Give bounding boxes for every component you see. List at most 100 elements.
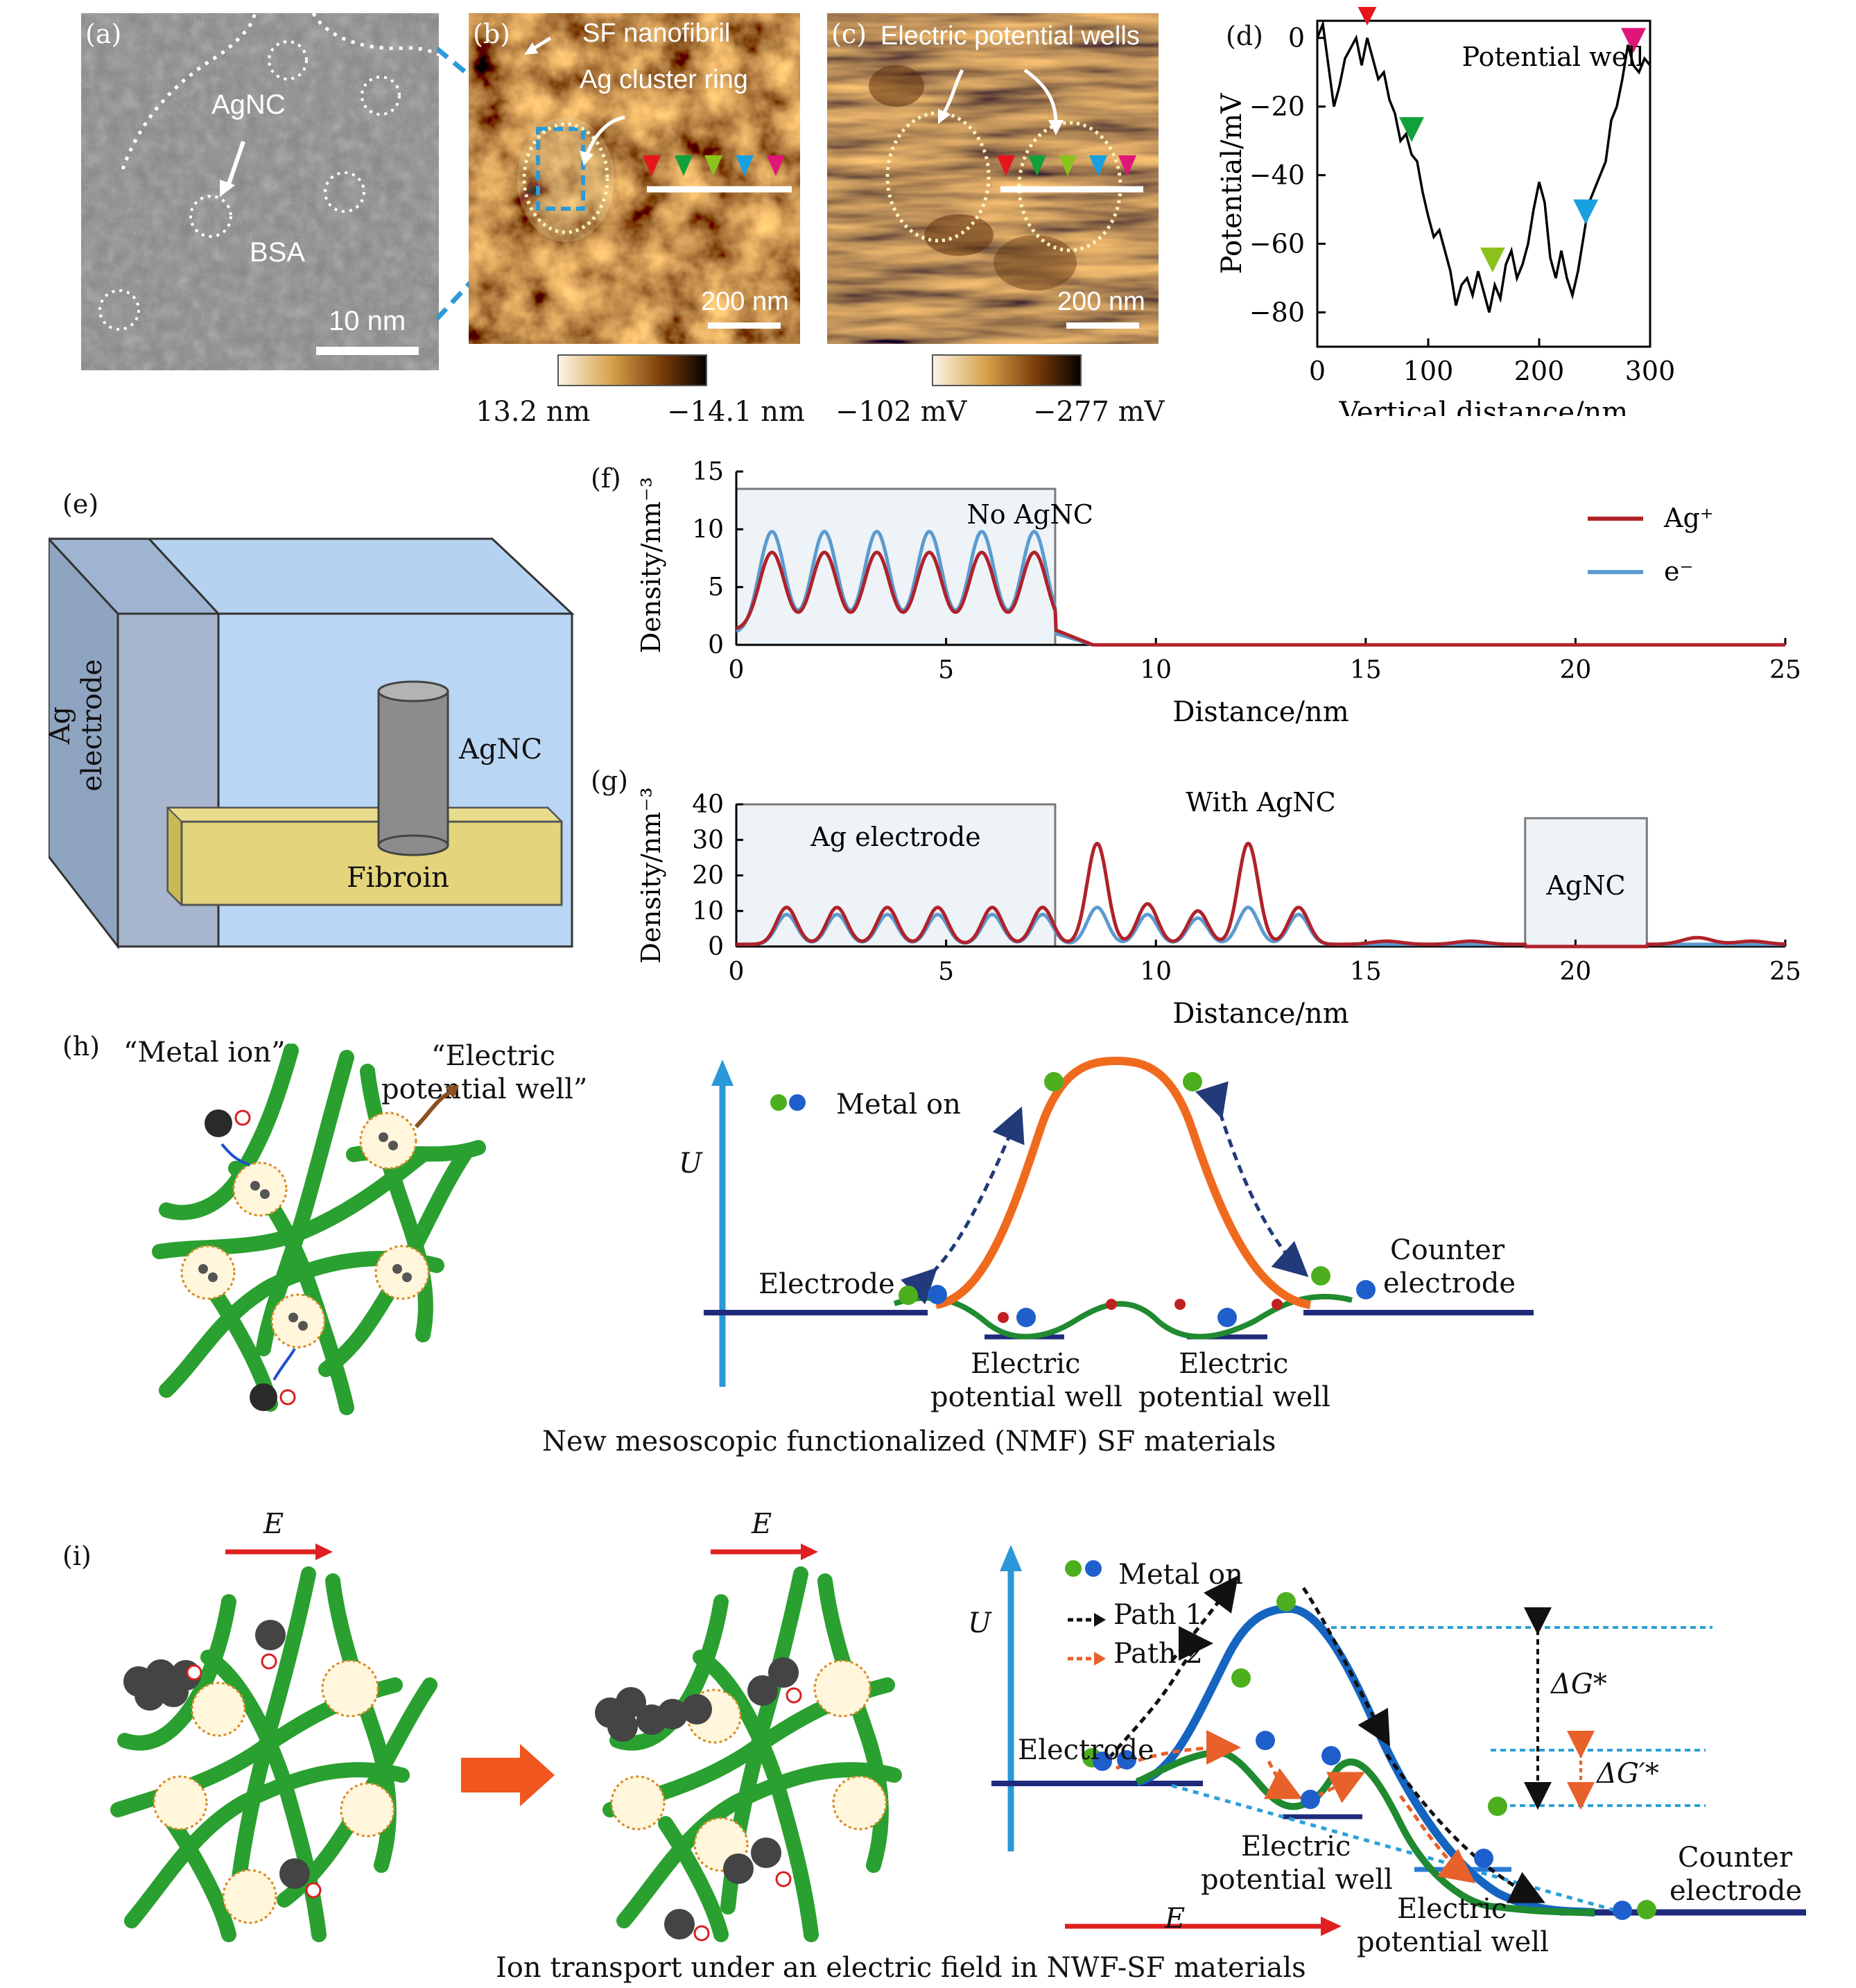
plot-frame: [1316, 19, 1651, 348]
agnc-cluster: [222, 1869, 277, 1924]
agnc-circle: [268, 40, 308, 80]
well2-label-1: Electric: [1397, 1893, 1507, 1925]
ag-electrode-label: Ag electrode: [44, 659, 108, 792]
panel-label-e: (e): [62, 489, 99, 519]
colorbar-b-min: 13.2 nm: [476, 396, 591, 428]
sf-nanofibril-label: SF nanofibril: [582, 19, 731, 48]
x-tick-label: 20: [1559, 958, 1591, 986]
caption-h: New mesoscopic functionalized (NMF) SF m…: [542, 1426, 1276, 1458]
y-tick-label: 10: [692, 897, 724, 926]
chart-title: With AgNC: [1186, 787, 1335, 818]
panel-label-h: (h): [62, 1031, 101, 1062]
arrow-icon: [938, 109, 951, 124]
agnc-circle: [189, 195, 232, 238]
y-tick-label: 30: [692, 826, 724, 854]
legend-path-2: Path 2: [1113, 1638, 1203, 1670]
panel-c-potential-image: [827, 13, 1159, 344]
colorbar-c: [932, 354, 1082, 386]
well2-label-1: Electric: [1179, 1348, 1289, 1380]
agnc-circle: [361, 76, 401, 116]
well2-label-2: potential well: [1138, 1381, 1330, 1413]
x-tick-label: 0: [729, 656, 745, 684]
x-tick-label: 25: [1769, 958, 1801, 986]
x-tick-label: 0: [1309, 356, 1326, 386]
agnc-cluster: [340, 1782, 395, 1838]
u-axis-label: U: [679, 1148, 702, 1179]
panel-label-b: (b): [473, 19, 510, 49]
agnc-cluster: [232, 1161, 288, 1217]
metal-ion: [250, 1383, 277, 1411]
caption-i: Ion transport under an electric field in…: [496, 1952, 1306, 1984]
agnc-circle: [324, 171, 365, 213]
barrier-curve: [935, 1056, 1312, 1309]
panel-c: (c) Electric potential wells 200 nm: [827, 13, 1159, 344]
arrow-icon: [580, 150, 593, 166]
agnc-circle: [98, 289, 140, 331]
y-tick-label: −60: [1249, 229, 1305, 259]
y-axis-label: Density/nm⁻³: [636, 787, 666, 963]
panel-label-d: (d): [1226, 21, 1263, 51]
potential-well-quote-2: potential well”: [381, 1073, 588, 1105]
fibroin-label: Fibroin: [347, 862, 449, 894]
electrode-label: Electrode: [1018, 1734, 1154, 1766]
arrow-icon: [220, 180, 235, 197]
x-tick-label: 10: [1140, 958, 1172, 986]
agnc-cluster: [359, 1112, 417, 1170]
marker-triangle: [1399, 116, 1424, 142]
chart-f: 0 5 10 15 20 25 0 5 10 15 No AgNC Ag⁺ e⁻ Distance/nm D…: [636, 458, 1801, 728]
field-arrow-icon: [801, 1544, 818, 1560]
potential-well-annotation: Potential well: [1462, 42, 1645, 72]
panel-h-network: [152, 1044, 486, 1415]
x-tick-label: 5: [938, 656, 954, 684]
density-line-ag: [736, 551, 1785, 647]
colorbar-c-max: −277 mV: [1033, 396, 1165, 428]
scale-label: 10 nm: [329, 306, 406, 336]
colorbar-b-max: −14.1 nm: [667, 396, 805, 428]
colorbar-b: [557, 354, 707, 386]
panel-b: (b) SF nanofibril Ag cluster ring 200 nm: [469, 13, 800, 344]
x-tick-label: 0: [729, 958, 745, 986]
panel-i-networks: [110, 1544, 902, 1942]
agnc-cluster: [270, 1293, 326, 1349]
agnc-box-label: AgNC: [1545, 870, 1625, 901]
metal-ion-label: “Metal ion”: [123, 1037, 286, 1069]
density-line-ag: [736, 841, 1786, 949]
scale-label: 200 nm: [1057, 287, 1145, 316]
legend-ag-label: Ag⁺: [1663, 503, 1714, 533]
potential-line: [1316, 19, 1651, 313]
well1-label-1: Electric: [1241, 1831, 1351, 1862]
legend-path-1: Path 1: [1113, 1599, 1203, 1631]
agnc-cylinder: [377, 690, 449, 847]
y-tick-label: 10: [692, 515, 724, 544]
counter-electrode-label-2: electrode: [1669, 1875, 1803, 1907]
marker-triangle: [1573, 199, 1599, 225]
marker-triangle: [1480, 247, 1505, 273]
agnc-cluster: [191, 1682, 246, 1737]
legend-e-label: e⁻: [1664, 556, 1694, 587]
panel-label-c: (c): [831, 19, 867, 49]
arrow-icon: [524, 42, 538, 55]
e-field-label-1: E: [263, 1508, 284, 1540]
u-axis-label: U: [968, 1607, 991, 1639]
x-tick-label: 200: [1514, 356, 1565, 386]
field-arrow-icon: [315, 1544, 333, 1560]
well-curve: [893, 1293, 1353, 1340]
delta-g-prime-label: ΔG′*: [1597, 1758, 1659, 1790]
scale-bar: [316, 347, 419, 355]
agnc-cluster: [321, 1659, 379, 1718]
arrow-icon: [1048, 120, 1064, 135]
scale-bar: [708, 322, 781, 329]
x-tick-label: 100: [1403, 356, 1454, 386]
panel-e-schematic: [49, 537, 575, 950]
agnc-cluster: [374, 1245, 430, 1300]
chart-title: No AgNC: [966, 499, 1093, 530]
panel-a: (a) AgNC BSA 10 nm: [81, 12, 440, 370]
x-axis-label: Vertical distance/nm: [1339, 397, 1628, 416]
y-tick-label: 0: [708, 933, 724, 961]
x-axis-label: Distance/nm: [1172, 696, 1348, 728]
electrode-label: Electrode: [758, 1268, 895, 1300]
y-tick-label: 5: [708, 573, 724, 602]
bsa-label: BSA: [250, 237, 306, 268]
ag-electrode-region: [735, 487, 1057, 646]
well1-label-2: potential well: [1201, 1864, 1393, 1896]
